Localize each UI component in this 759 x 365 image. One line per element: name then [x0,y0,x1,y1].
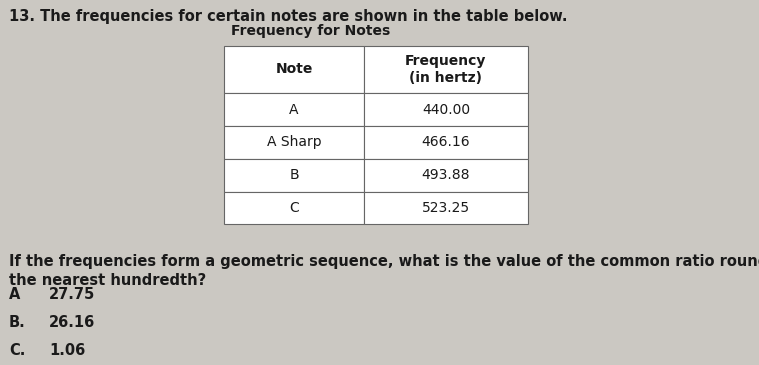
Bar [364,192,528,224]
Bar [364,159,528,192]
Bar [364,46,528,93]
Bar [364,93,528,126]
Text: B.: B. [9,315,26,330]
Bar [224,93,364,126]
Text: Frequency for Notes: Frequency for Notes [231,24,391,38]
Text: A: A [9,287,20,301]
Bar [224,192,364,224]
Text: 26.16: 26.16 [49,315,96,330]
Text: A Sharp: A Sharp [267,135,321,149]
Bar [364,126,528,159]
Bar [224,126,364,159]
Text: 523.25: 523.25 [422,201,470,215]
Text: B: B [289,168,299,182]
Text: 27.75: 27.75 [49,287,96,301]
Text: 13. The frequencies for certain notes are shown in the table below.: 13. The frequencies for certain notes ar… [9,9,568,24]
Text: C.: C. [9,343,26,358]
Text: If the frequencies form a geometric sequence, what is the value of the common ra: If the frequencies form a geometric sequ… [9,254,759,288]
Text: A: A [289,103,299,116]
Text: Frequency
(in hertz): Frequency (in hertz) [405,54,487,85]
Bar [224,159,364,192]
Text: 440.00: 440.00 [422,103,470,116]
Text: 493.88: 493.88 [422,168,470,182]
Bar [224,46,364,93]
Text: 1.06: 1.06 [49,343,86,358]
Text: Note: Note [276,62,313,76]
Text: 466.16: 466.16 [421,135,471,149]
Text: C: C [289,201,299,215]
